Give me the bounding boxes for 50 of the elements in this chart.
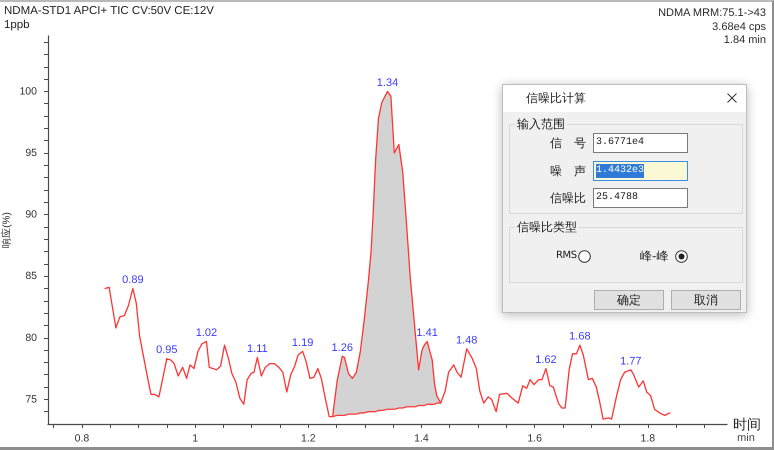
- annotation: 1.84 min: [724, 34, 766, 46]
- annotation: 峰-峰: [640, 248, 668, 264]
- annotation: 噪 声: [550, 163, 586, 179]
- annotation: 1.48: [456, 334, 478, 346]
- button: 确定: [594, 290, 664, 310]
- x-axis-title: 时间: [733, 416, 761, 432]
- annotation: 1.02: [196, 326, 218, 339]
- text: NDMA MRM:75.1->43: [658, 7, 766, 19]
- y-tick-label: 95: [25, 147, 38, 160]
- annotation: 1.4432e3: [596, 164, 644, 178]
- annotation: 1.62: [535, 354, 557, 366]
- annotation: 1.19: [292, 336, 314, 349]
- annotation: 1.11: [247, 342, 268, 355]
- chart-title: NDMA-STD1 APCI+ TIC CV:50V CE:12V: [4, 5, 214, 17]
- y-tick-label: 100: [19, 85, 38, 98]
- x-tick-label: 1.8: [640, 432, 656, 444]
- annotation: 信噪比: [550, 190, 586, 206]
- text: min: [737, 432, 755, 444]
- annotation: 输入范围: [515, 116, 567, 132]
- y-tick-label: 85: [25, 270, 38, 282]
- annotation: 1.41: [416, 326, 438, 339]
- line-series: [332, 402, 442, 418]
- text-field: 3.6771e4: [593, 133, 688, 153]
- text: 3.68e4 cps: [712, 21, 766, 33]
- y-tick-label: 90: [25, 208, 38, 221]
- annotation: 0.89: [122, 274, 144, 286]
- x-tick-label: 1.6: [527, 432, 542, 444]
- annotation: 信噪比计算: [526, 90, 586, 106]
- annotation: 0.95: [156, 344, 178, 356]
- annotation: 3.6771e4: [596, 136, 644, 150]
- chart-subtitle: 1ppb: [4, 19, 30, 31]
- annotation: 1.26: [332, 342, 353, 354]
- y-tick-label: 80: [25, 332, 38, 344]
- annotation: 信噪比类型: [515, 219, 579, 235]
- annotation: 25.4788: [596, 191, 638, 205]
- annotation: 信 号: [550, 135, 586, 151]
- annotation: 1.77: [620, 355, 642, 368]
- x-tick-label: 1.4: [414, 432, 429, 444]
- line-series: [104, 90, 670, 420]
- y-tick-label: 75: [25, 393, 38, 406]
- annotation: RMS: [556, 249, 577, 263]
- text-field: 1.4432e3: [593, 161, 688, 181]
- x-tick-label: 1: [192, 432, 198, 444]
- x-tick-label: 1.2: [300, 432, 316, 444]
- x-tick-label: 0.8: [74, 432, 90, 444]
- annotation: 1.68: [569, 330, 591, 343]
- button: 取消: [671, 290, 741, 310]
- annotation: 1.34: [376, 76, 398, 89]
- y-axis-title: 响应(%): [0, 212, 12, 248]
- text-field: 25.4788: [593, 188, 688, 208]
